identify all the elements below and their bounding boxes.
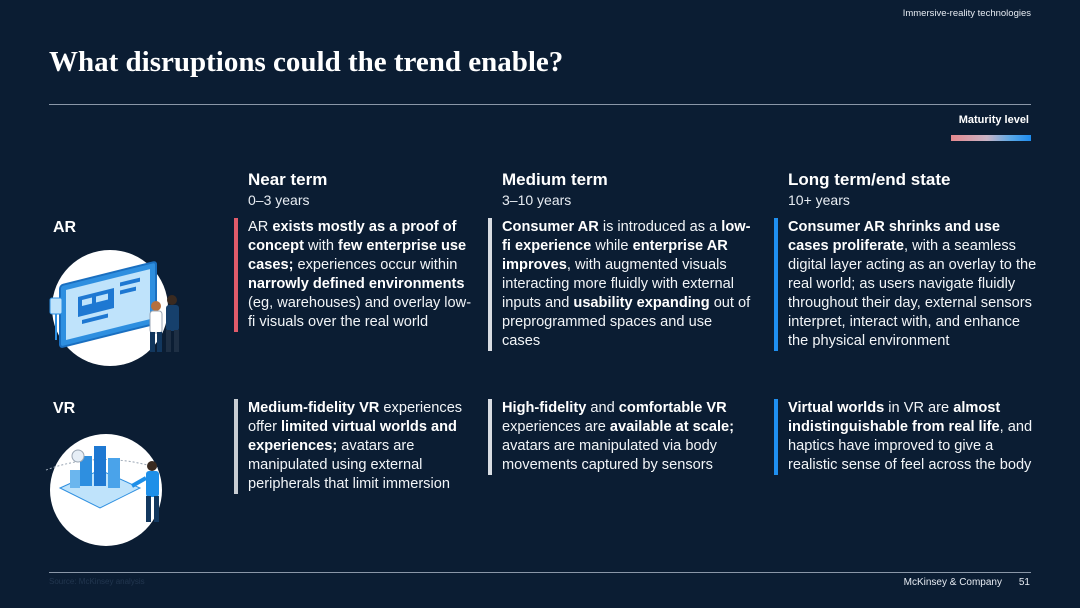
cell-text-bold: almost indistinguishable from real life: [788, 400, 1001, 435]
maturity-gradient-bar: [951, 135, 1031, 141]
cell-ar-medium: Consumer AR is introduced as a low-fi ex…: [488, 218, 752, 351]
cell-text-bold: Consumer AR shrinks and use cases prolif…: [788, 219, 1000, 254]
cell-text: experiences offer: [248, 400, 463, 435]
cell-text-bold: High-fidelity: [502, 400, 587, 416]
cell-text-bold: low-fi experience: [502, 219, 751, 254]
page-number: 51: [1018, 577, 1030, 588]
bottom-divider: [49, 572, 1031, 573]
cell-text-bold: Virtual worlds: [788, 400, 885, 416]
cell-text-bold: Consumer AR: [502, 219, 599, 235]
cell-ar-long: Consumer AR shrinks and use cases prolif…: [774, 218, 1044, 351]
column-heading: Long term/end state: [788, 170, 951, 189]
cell-text: , with a seamless digital layer acting a…: [788, 238, 1037, 349]
vr-user-virtual-city-illustration: [45, 434, 162, 546]
cell-text: while: [591, 238, 633, 254]
cell-text: with: [303, 238, 339, 254]
cell-text: is introduced as a: [598, 219, 722, 235]
source-note: Source: McKinsey analysis: [49, 577, 145, 586]
cell-text-bold: enterprise AR improves: [502, 238, 728, 273]
cell-text: (eg, warehouses) and overlay low-fi visu…: [248, 295, 472, 330]
cell-vr-near: Medium-fidelity VR experiences offer lim…: [234, 399, 472, 494]
cell-text: experiences are: [502, 419, 610, 435]
cell-text-bold: available at scale;: [609, 419, 735, 435]
column-heading: Medium term: [502, 170, 608, 189]
cell-text-bold: limited virtual worlds and experiences;: [248, 419, 457, 454]
cell-vr-medium: High-fidelity and comfortable VR experie…: [488, 399, 752, 475]
cell-ar-near: AR exists mostly as a proof of concept w…: [234, 218, 472, 332]
cell-vr-long: Virtual worlds in VR are almost indistin…: [774, 399, 1044, 475]
cell-text-bold: comfortable VR: [618, 400, 727, 416]
ar-headset-users-illustration: [49, 250, 179, 366]
column-header-near: Near term 0–3 years: [248, 170, 327, 210]
cell-text: avatars are manipulated via body movemen…: [502, 438, 717, 473]
brand-name: McKinsey & Company: [903, 577, 1002, 588]
page-title: What disruptions could the trend enable?: [49, 46, 564, 78]
column-subheading: 3–10 years: [502, 192, 572, 208]
row-label-vr: VR: [53, 400, 76, 417]
cell-text: and: [586, 400, 619, 416]
cell-text-bold: narrowly defined environments: [248, 276, 465, 292]
cell-text: , and haptics have improved to give a re…: [788, 419, 1033, 473]
column-heading: Near term: [248, 170, 328, 189]
cell-text-bold: few enterprise use cases;: [248, 238, 467, 273]
cell-text: in VR are: [884, 400, 954, 416]
cell-text-bold: Medium-fidelity VR: [248, 400, 380, 416]
column-subheading: 0–3 years: [248, 192, 310, 208]
cell-text: experiences occur within: [293, 257, 458, 273]
cell-text: avatars are manipulated using external p…: [248, 438, 450, 492]
column-header-medium: Medium term 3–10 years: [502, 170, 608, 210]
cell-text-bold: usability expanding: [573, 295, 710, 311]
topic-label: Immersive-reality technologies: [902, 8, 1031, 19]
maturity-legend-label: Maturity level: [958, 114, 1029, 126]
column-header-long: Long term/end state 10+ years: [788, 170, 950, 210]
cell-text: , with augmented visuals interacting mor…: [502, 257, 734, 311]
cell-text: AR: [248, 219, 273, 235]
cell-text: out of preprogrammed spaces and use case…: [502, 295, 751, 349]
row-label-ar: AR: [53, 219, 77, 236]
cell-text-bold: exists mostly as a proof of concept: [248, 219, 457, 254]
top-divider: [49, 104, 1031, 105]
column-subheading: 10+ years: [788, 192, 850, 208]
